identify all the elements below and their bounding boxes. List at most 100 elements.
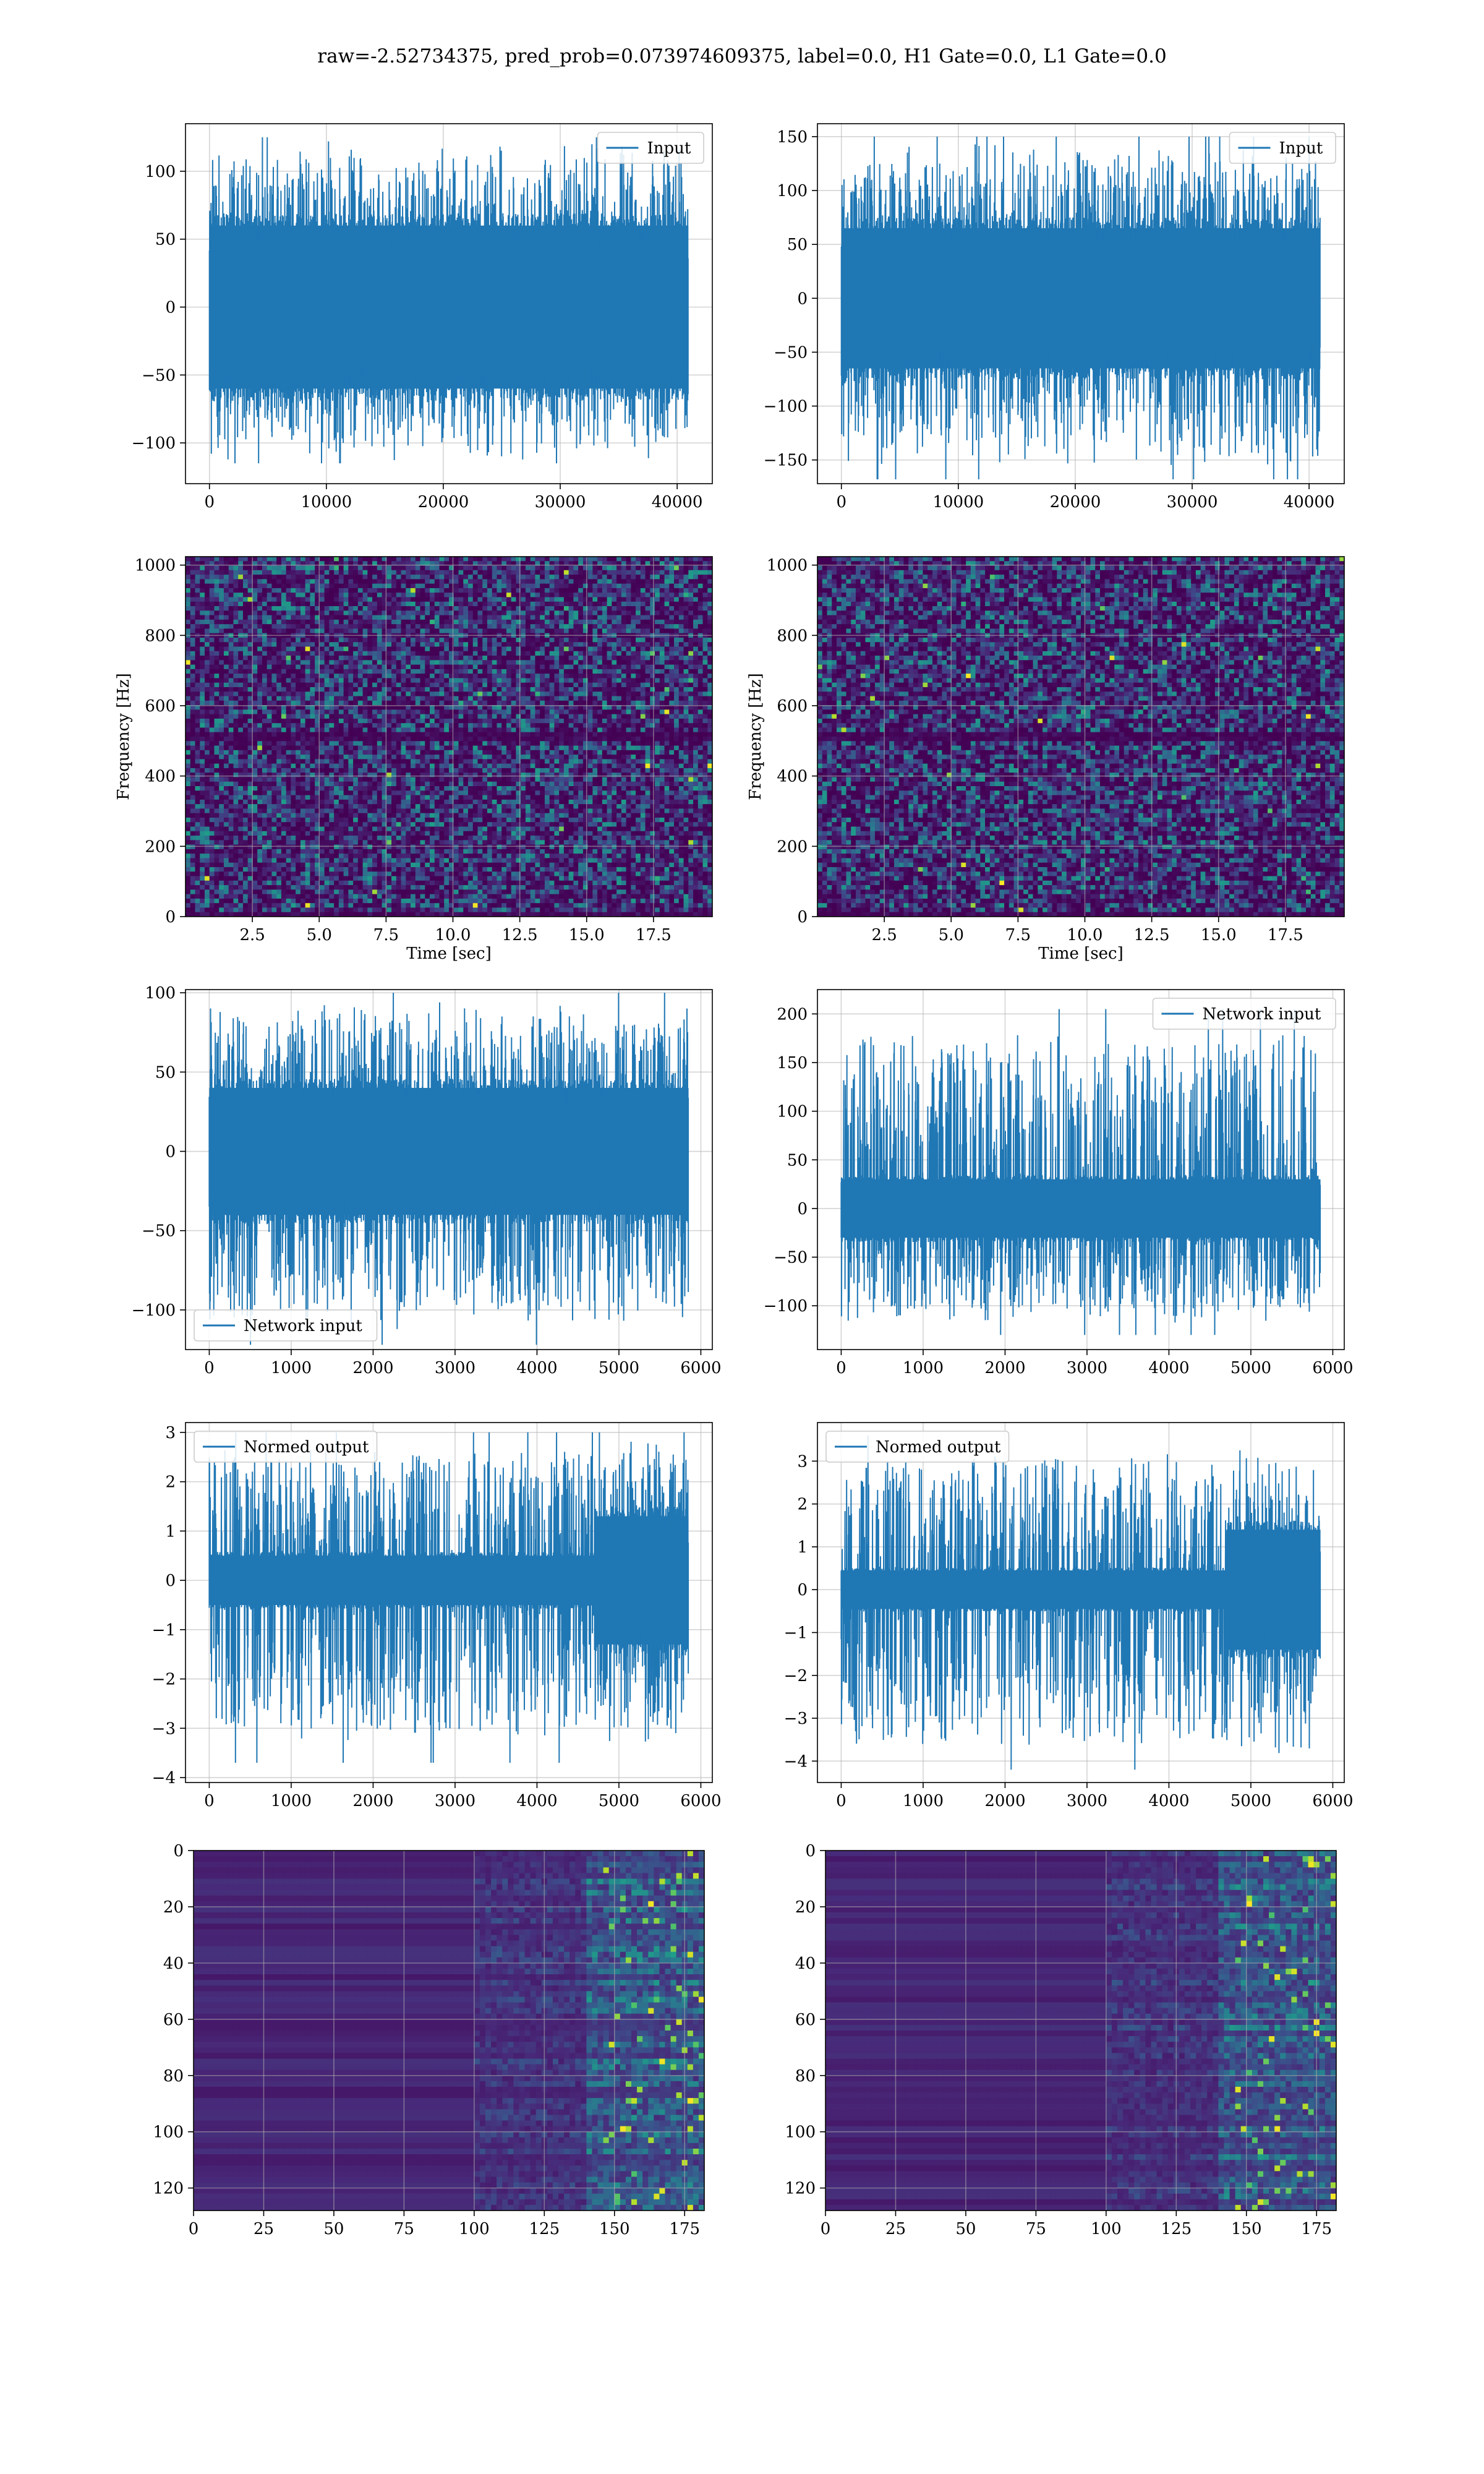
heatmap-cell — [554, 674, 560, 679]
heatmap-cell — [568, 588, 574, 593]
heatmap-cell — [252, 601, 258, 607]
heatmap-cell — [415, 741, 421, 747]
heatmap-cell — [281, 565, 287, 571]
heatmap-cell — [324, 714, 330, 719]
heatmap-cell — [204, 593, 210, 598]
heatmap-cell — [190, 646, 196, 652]
heatmap-cell — [506, 732, 512, 737]
heatmap-cell — [631, 583, 636, 589]
heatmap-cell — [411, 669, 416, 674]
heatmap-cell — [497, 745, 502, 751]
heatmap-cell — [434, 601, 440, 607]
heatmap-cell — [707, 570, 712, 575]
heatmap-cell — [315, 755, 320, 760]
heatmap-cell — [425, 619, 430, 625]
heatmap-cell — [626, 727, 631, 733]
heatmap-cell — [458, 642, 464, 648]
heatmap-cell — [664, 709, 670, 715]
heatmap-cell — [688, 651, 694, 656]
heatmap-cell — [702, 687, 708, 692]
heatmap-cell — [506, 737, 512, 742]
heatmap-cell — [186, 723, 191, 729]
heatmap-cell — [540, 619, 545, 625]
heatmap-cell — [357, 628, 364, 634]
heatmap-cell — [219, 588, 224, 593]
heatmap-cell — [223, 741, 229, 747]
heatmap-cell — [334, 755, 339, 760]
heatmap-cell — [348, 714, 354, 719]
heatmap-cell — [242, 727, 249, 733]
heatmap-cell — [554, 737, 560, 742]
heatmap-cell — [549, 737, 555, 742]
heatmap-cell — [186, 714, 191, 719]
heatmap-cell — [626, 705, 631, 710]
heatmap-cell — [554, 669, 560, 674]
heatmap-cell — [190, 610, 196, 616]
heatmap-cell — [477, 646, 483, 652]
heatmap-cell — [257, 615, 263, 620]
heatmap-cell — [525, 565, 531, 571]
heatmap-cell — [573, 651, 579, 656]
heatmap-cell — [587, 583, 593, 589]
heatmap-cell — [406, 593, 411, 598]
heatmap-cell — [262, 597, 268, 602]
heatmap-cell — [430, 646, 435, 652]
heatmap-cell — [669, 619, 675, 625]
heatmap-cell — [636, 583, 641, 589]
heatmap-cell — [578, 727, 584, 733]
heatmap-cell — [597, 615, 603, 620]
heatmap-cell — [688, 660, 694, 666]
heatmap-cell — [540, 637, 545, 643]
heatmap-cell — [186, 741, 191, 747]
heatmap-cell — [257, 669, 263, 674]
heatmap-cell — [291, 705, 296, 710]
heatmap-cell — [602, 741, 608, 747]
heatmap-cell — [439, 737, 445, 742]
heatmap-cell — [582, 570, 589, 575]
heatmap-cell — [238, 656, 244, 661]
heatmap-cell — [607, 705, 612, 710]
heatmap-cell — [214, 687, 220, 692]
heatmap-cell — [415, 674, 421, 679]
heatmap-cell — [300, 642, 306, 648]
heatmap-cell — [568, 691, 574, 697]
heatmap-cell — [439, 610, 445, 616]
heatmap-cell — [554, 637, 560, 643]
heatmap-cell — [228, 628, 234, 634]
heatmap-cell — [281, 682, 287, 688]
heatmap-cell — [482, 593, 488, 598]
heatmap-cell — [607, 575, 612, 580]
heatmap-cell — [305, 593, 310, 598]
heatmap-cell — [415, 593, 421, 598]
heatmap-cell — [190, 628, 196, 634]
heatmap-cell — [186, 678, 191, 683]
heatmap-cell — [377, 601, 383, 607]
heatmap-cell — [621, 565, 627, 571]
heatmap-cell — [315, 646, 320, 652]
heatmap-cell — [587, 565, 593, 571]
heatmap-cell — [305, 561, 310, 567]
heatmap-cell — [343, 669, 349, 674]
heatmap-cell — [223, 601, 229, 607]
heatmap-cell — [348, 732, 354, 737]
heatmap-cell — [688, 691, 694, 697]
heatmap-cell — [186, 682, 191, 688]
heatmap-cell — [338, 615, 344, 620]
heatmap-cell — [386, 619, 392, 625]
heatmap-cell — [554, 705, 560, 710]
heatmap-cell — [223, 565, 229, 571]
heatmap-cell — [497, 737, 502, 742]
heatmap-cell — [535, 727, 540, 733]
heatmap-cell — [659, 597, 665, 602]
heatmap-cell — [525, 741, 531, 747]
heatmap-cell — [688, 628, 694, 634]
heatmap-cell — [607, 601, 612, 607]
heatmap-cell — [233, 682, 239, 688]
heatmap-cell — [444, 660, 450, 666]
heatmap-cell — [247, 714, 254, 719]
heatmap-cell — [693, 691, 699, 697]
heatmap-cell — [367, 579, 373, 584]
heatmap-cell — [195, 700, 200, 706]
heatmap-cell — [372, 727, 378, 733]
heatmap-cell — [621, 637, 627, 643]
